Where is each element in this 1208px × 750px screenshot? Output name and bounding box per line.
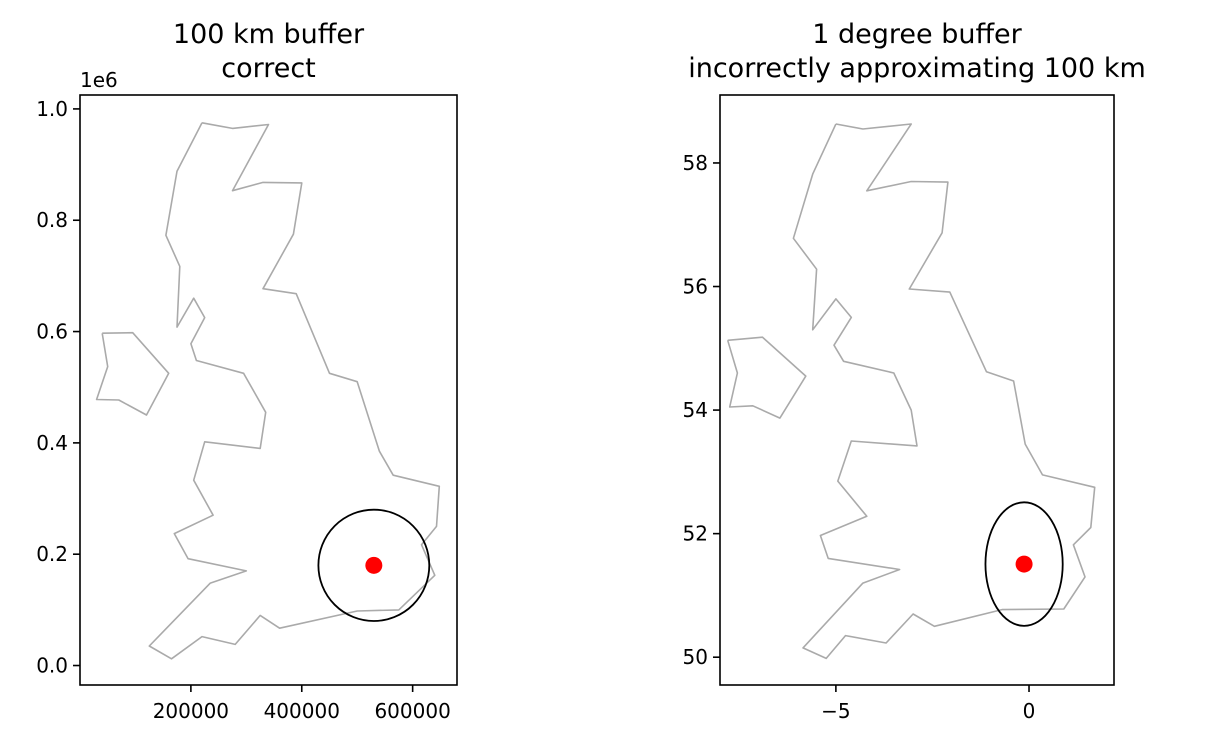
- y-tick-label: 0.4: [36, 431, 68, 455]
- y-tick-label: 1.0: [36, 97, 68, 121]
- y-tick-label: 58: [683, 151, 708, 175]
- y-tick-label: 50: [683, 645, 708, 669]
- london-point: [1015, 555, 1033, 573]
- chart-title-line: 1 degree buffer: [812, 19, 1022, 50]
- buffer-circle: [984, 501, 1064, 627]
- axes-frame: [719, 94, 1115, 686]
- y-tick-label: 0.8: [36, 208, 68, 232]
- y-tick-label: 54: [683, 398, 708, 422]
- plot-area: [95, 122, 441, 660]
- chart-title-line: 100 km buffer: [173, 19, 365, 50]
- plot-area: [726, 123, 1096, 660]
- x-tick-label: 400000: [264, 699, 340, 723]
- coastline-outline-0: [792, 123, 1096, 660]
- london-point: [365, 556, 383, 574]
- x-tick-label: 600000: [374, 699, 450, 723]
- axes-frame: [79, 94, 458, 686]
- panel-1-degree-buffer: −5 0 50 52 54 56 58 1 degree bufferincorrectly …: [683, 19, 1146, 723]
- y-tick-label: 52: [683, 522, 708, 546]
- axis-offset-text: 1e6: [80, 68, 118, 92]
- x-tick-label: −5: [821, 699, 850, 723]
- panel-100km-buffer: 200000 400000 600000 0.0 0.2 0.4 0.6 0.8 1.0 1e6 1…: [36, 19, 458, 723]
- x-tick-label: 200000: [153, 699, 229, 723]
- buffer-circle: [317, 508, 431, 622]
- y-tick-label: 0.2: [36, 542, 68, 566]
- coastline-outline-0: [148, 122, 441, 660]
- y-tick-label: 0.6: [36, 320, 68, 344]
- y-tick-label: 56: [683, 275, 708, 299]
- x-tick-label: 0: [1023, 699, 1036, 723]
- y-tick-label: 0.0: [36, 654, 68, 678]
- coastline-outline-1: [726, 336, 807, 419]
- coastline-outline-1: [95, 331, 170, 416]
- chart-title-line: correct: [221, 53, 316, 84]
- chart-title-line: incorrectly approximating 100 km: [688, 53, 1146, 84]
